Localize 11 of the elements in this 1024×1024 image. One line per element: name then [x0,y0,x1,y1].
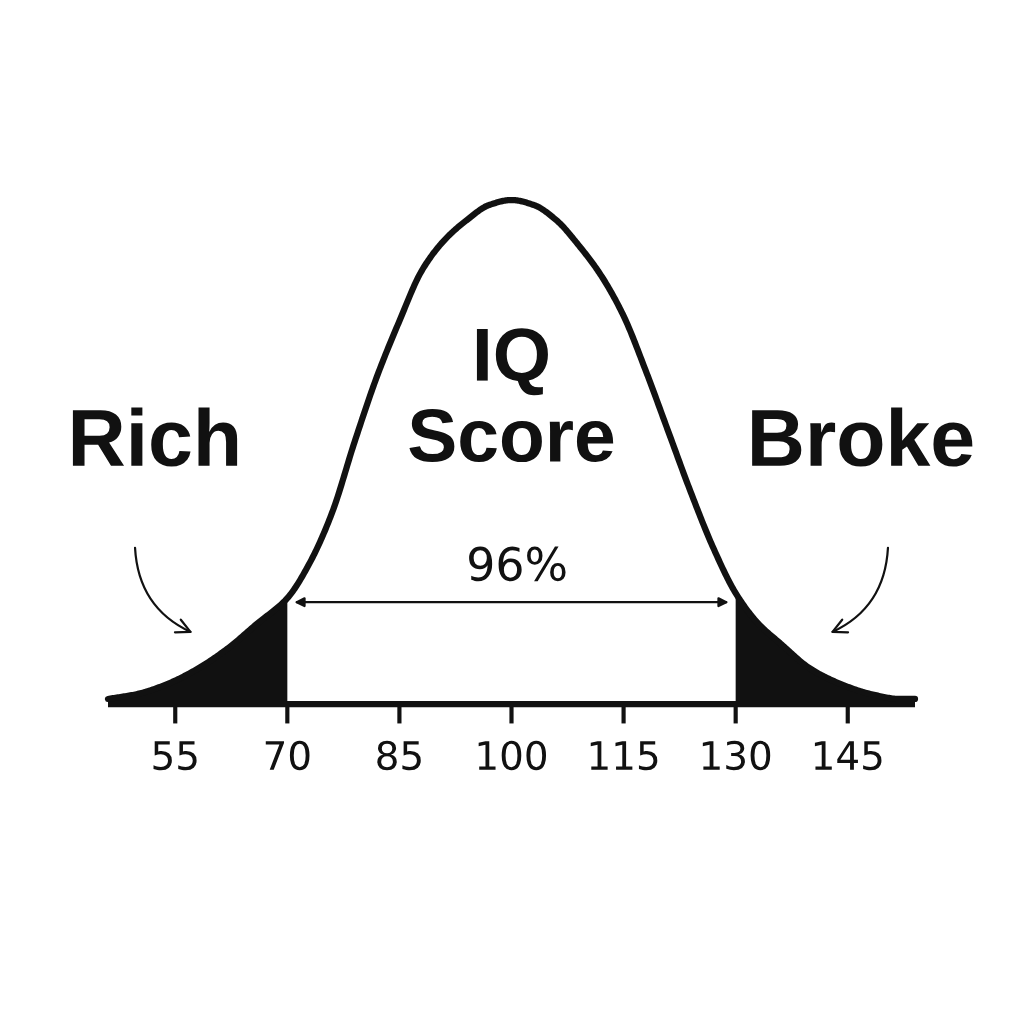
annotation: IQ Score [409,328,614,463]
x-tick-label: 85 [377,740,421,771]
annotation: Rich [72,407,238,467]
x-tick-label: 145 [814,741,882,771]
x-tick-label: 100 [478,740,547,771]
annotation: 96% [469,546,566,582]
x-tick-label: 130 [702,740,771,771]
x-tick-label: 115 [590,741,658,771]
annotation: Broke [752,407,973,467]
x-tick-label: 70 [265,740,310,771]
x-tick-label: 55 [153,741,197,771]
